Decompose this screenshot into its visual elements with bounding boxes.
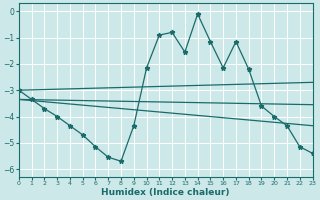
X-axis label: Humidex (Indice chaleur): Humidex (Indice chaleur) — [101, 188, 230, 197]
